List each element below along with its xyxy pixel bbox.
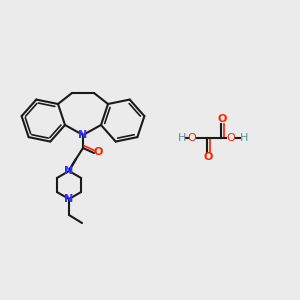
Text: H: H [178,133,186,143]
Text: O: O [188,133,196,143]
Text: H: H [240,133,248,143]
Text: O: O [217,114,227,124]
Text: O: O [226,133,236,143]
Text: O: O [203,152,213,162]
Text: N: N [78,130,88,140]
Text: N: N [64,166,74,176]
Text: O: O [93,147,103,157]
Text: N: N [64,194,74,204]
